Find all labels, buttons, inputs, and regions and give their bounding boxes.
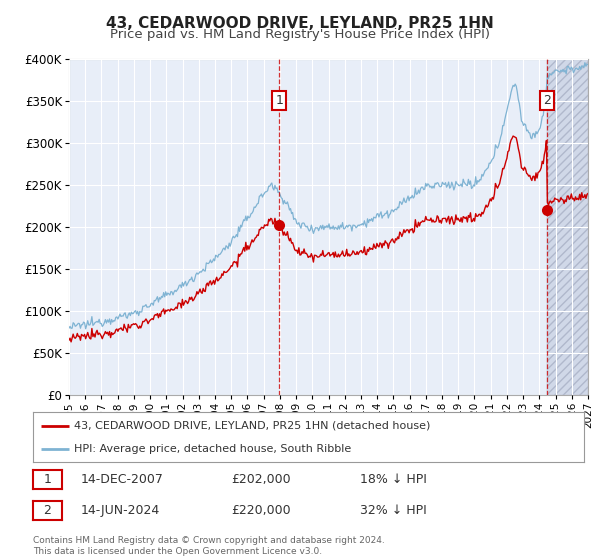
Text: Price paid vs. HM Land Registry's House Price Index (HPI): Price paid vs. HM Land Registry's House … xyxy=(110,28,490,41)
Text: 18% ↓ HPI: 18% ↓ HPI xyxy=(360,473,427,487)
Text: 43, CEDARWOOD DRIVE, LEYLAND, PR25 1HN (detached house): 43, CEDARWOOD DRIVE, LEYLAND, PR25 1HN (… xyxy=(74,421,431,431)
Text: 43, CEDARWOOD DRIVE, LEYLAND, PR25 1HN: 43, CEDARWOOD DRIVE, LEYLAND, PR25 1HN xyxy=(106,16,494,31)
Text: £202,000: £202,000 xyxy=(231,473,290,487)
Text: 1: 1 xyxy=(43,473,52,487)
Text: 32% ↓ HPI: 32% ↓ HPI xyxy=(360,504,427,517)
Text: 1: 1 xyxy=(275,94,283,108)
Text: HPI: Average price, detached house, South Ribble: HPI: Average price, detached house, Sout… xyxy=(74,445,352,454)
Text: 2: 2 xyxy=(543,94,551,108)
Text: 14-DEC-2007: 14-DEC-2007 xyxy=(81,473,164,487)
Text: Contains HM Land Registry data © Crown copyright and database right 2024.
This d: Contains HM Land Registry data © Crown c… xyxy=(33,536,385,556)
Bar xyxy=(547,59,588,395)
Text: £220,000: £220,000 xyxy=(231,504,290,517)
Text: 14-JUN-2024: 14-JUN-2024 xyxy=(81,504,160,517)
Text: 2: 2 xyxy=(43,504,52,517)
